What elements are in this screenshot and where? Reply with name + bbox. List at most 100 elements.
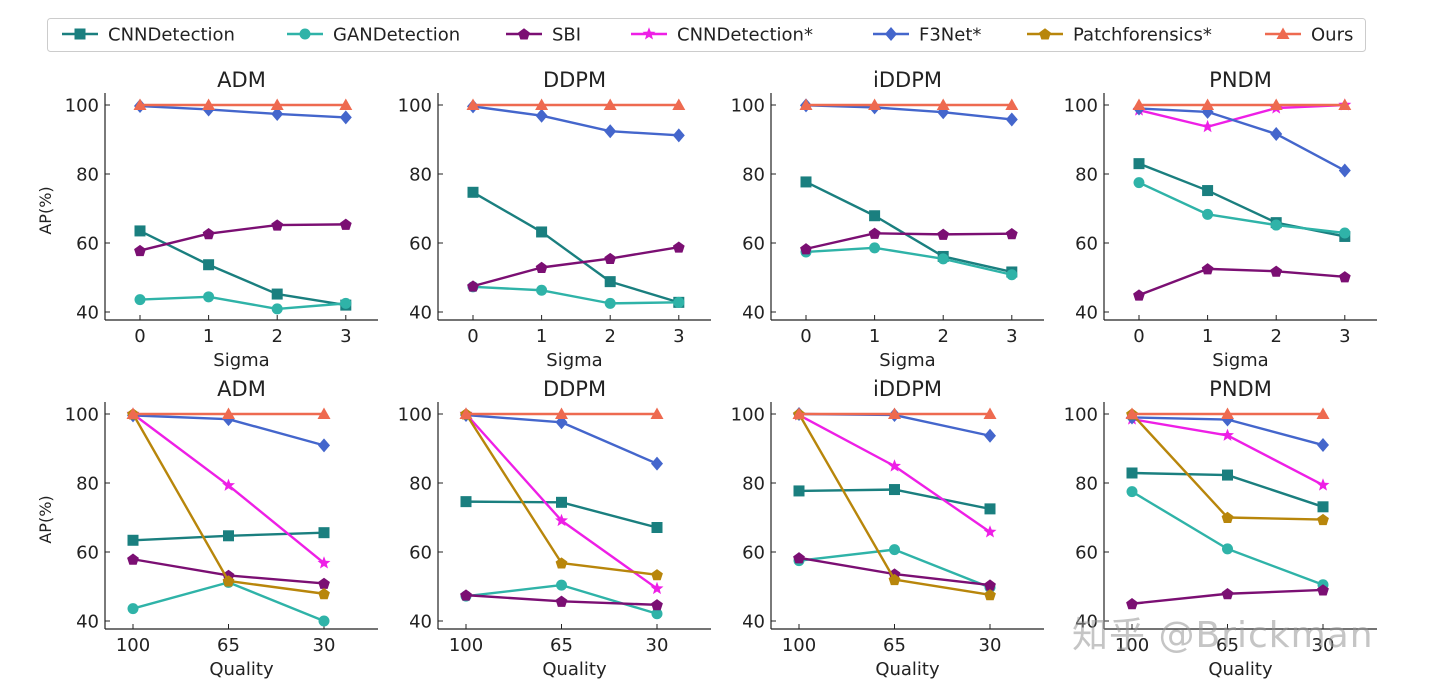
data-point: [555, 513, 568, 527]
data-point: [651, 599, 663, 611]
y-tick-label: 40: [1075, 303, 1098, 324]
data-point: [535, 261, 548, 274]
y-tick-label: 80: [409, 165, 432, 186]
y-tick-label: 60: [76, 543, 99, 564]
x-tick-label: 1: [1202, 326, 1213, 347]
series-sbi: [467, 241, 685, 292]
series-cnndetection-star: [1132, 98, 1352, 133]
data-point: [1132, 98, 1146, 110]
legend-marker: [642, 27, 656, 40]
x-tick-label: 30: [979, 635, 1002, 656]
data-point: [1338, 163, 1351, 178]
data-point: [317, 407, 331, 419]
chart-panel: 40 60 80 100 100 65 30 ADM Quality AP(%): [36, 377, 378, 680]
legend-label: CNNDetection: [108, 25, 235, 46]
data-point: [535, 108, 548, 123]
data-point: [888, 407, 901, 419]
series-line: [472, 285, 679, 305]
data-point: [1005, 98, 1019, 110]
legend-entry: Patchforensics*: [1027, 25, 1212, 46]
series-gandetection: [134, 291, 352, 315]
series-line: [139, 295, 346, 311]
series-line: [1138, 107, 1346, 172]
data-point: [202, 227, 215, 240]
x-tick-label: 1: [536, 326, 547, 347]
series-line: [472, 191, 680, 304]
legend-marker: [885, 27, 897, 41]
series-cnndetection: [1126, 467, 1329, 513]
legend-entry: GANDetection: [287, 25, 460, 46]
legend: CNNDetection GANDetection SBI CNNDetection*…: [47, 18, 1366, 52]
x-tick-label: 0: [1133, 326, 1144, 347]
data-point: [793, 552, 805, 564]
y-tick-label: 40: [742, 303, 765, 324]
legend-marker: [518, 28, 530, 40]
data-point: [604, 297, 616, 309]
data-point: [1317, 438, 1329, 453]
series-cnndetection: [127, 527, 330, 546]
data-point: [800, 243, 812, 255]
series-sbi: [1126, 584, 1329, 610]
y-tick-label: 100: [398, 405, 432, 426]
data-point: [459, 407, 473, 419]
y-tick-label: 100: [731, 405, 765, 426]
y-tick-label: 80: [1075, 165, 1098, 186]
series-cnndetection-star: [126, 407, 331, 569]
data-point: [1005, 112, 1018, 127]
series-f3net-star: [800, 98, 1018, 127]
chart-title: ADM: [217, 68, 266, 92]
data-point: [134, 244, 146, 257]
data-point: [460, 496, 472, 508]
data-point: [536, 226, 548, 238]
x-tick-label: 2: [604, 326, 615, 347]
data-point: [1133, 158, 1145, 170]
data-point: [1221, 428, 1234, 441]
series-line: [1131, 490, 1324, 586]
data-point: [467, 186, 479, 198]
legend-marker: [1039, 28, 1051, 40]
data-point: [270, 98, 284, 110]
series-ours: [459, 407, 664, 419]
data-point: [984, 428, 996, 443]
data-point: [222, 407, 235, 419]
series-ours: [133, 98, 353, 110]
series-ours: [792, 407, 997, 419]
data-point: [271, 219, 284, 231]
y-tick-label: 60: [1075, 234, 1098, 255]
data-point: [203, 291, 215, 303]
y-tick-label: 100: [1064, 96, 1098, 117]
data-point: [651, 456, 663, 471]
data-point: [799, 98, 813, 110]
x-axis-label: Sigma: [546, 350, 602, 371]
series-line: [139, 229, 346, 307]
series-line: [805, 232, 1012, 251]
data-point: [556, 496, 567, 508]
y-tick-label: 80: [76, 474, 99, 495]
data-point: [1221, 511, 1234, 524]
data-point: [318, 588, 330, 600]
legend-label: F3Net*: [919, 25, 981, 46]
series-f3net-star: [134, 99, 352, 125]
data-point: [1270, 126, 1283, 141]
y-tick-label: 40: [409, 612, 432, 633]
data-point: [1126, 467, 1138, 479]
data-point: [1126, 486, 1138, 498]
data-point: [651, 569, 663, 581]
data-point: [889, 484, 900, 496]
series-cnndetection-star: [792, 408, 997, 538]
x-tick-label: 100: [1115, 635, 1149, 656]
data-point: [555, 557, 568, 569]
legend-label: CNNDetection*: [677, 25, 813, 46]
x-tick-label: 100: [449, 635, 483, 656]
series-cnndetection: [800, 176, 1018, 278]
data-point: [1269, 98, 1283, 110]
data-point: [1270, 265, 1283, 277]
data-point: [936, 98, 950, 110]
chart-title: DDPM: [543, 377, 606, 401]
chart-title: PNDM: [1209, 377, 1272, 401]
data-point: [133, 98, 147, 110]
y-tick-label: 60: [742, 234, 765, 255]
y-tick-label: 80: [409, 474, 432, 495]
series-line: [805, 180, 1013, 274]
data-point: [466, 98, 480, 110]
